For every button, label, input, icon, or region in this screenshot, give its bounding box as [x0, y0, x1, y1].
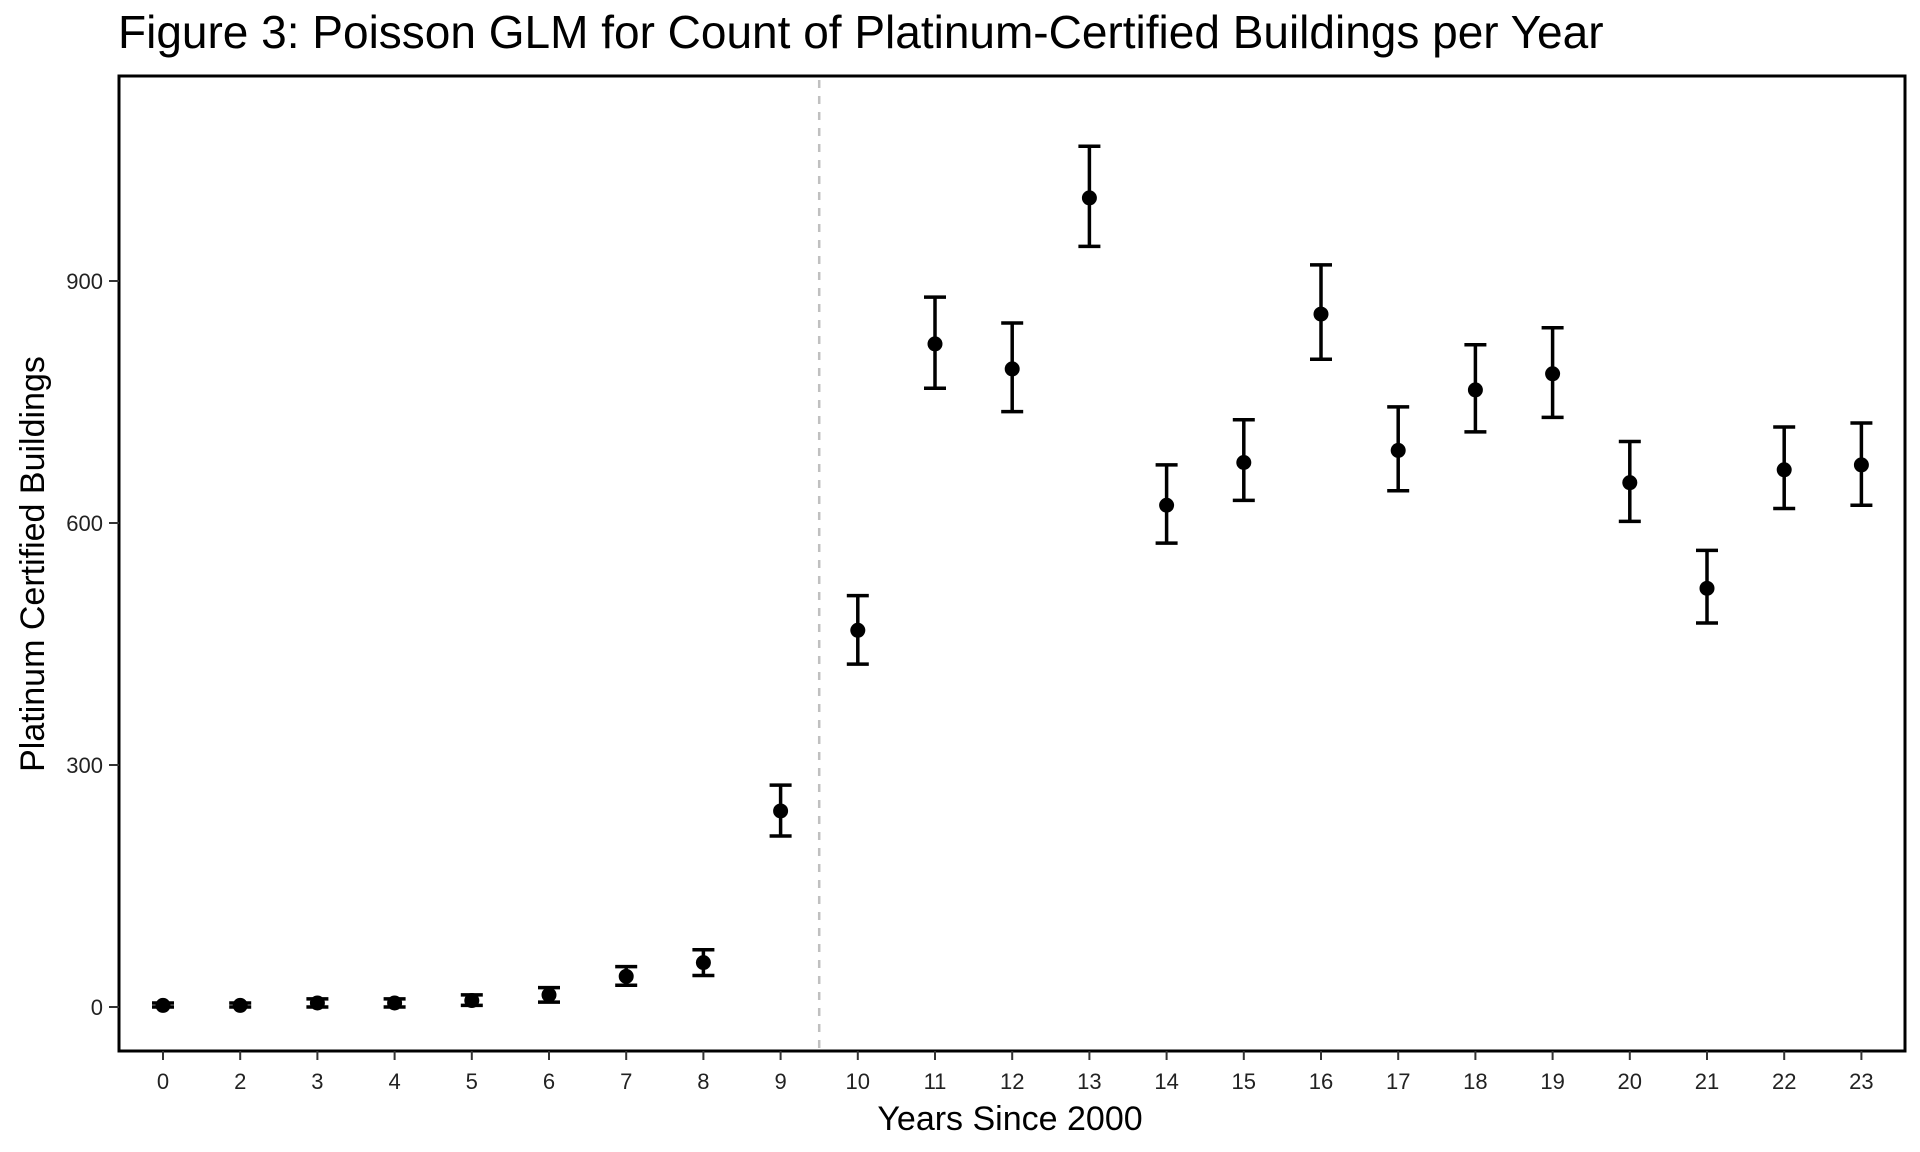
- data-point: [541, 987, 557, 1003]
- x-tick-label: 19: [1540, 1069, 1564, 1094]
- data-point-group: [1850, 421, 1873, 508]
- x-tick-label: 21: [1695, 1069, 1719, 1094]
- data-point-group: [1001, 321, 1024, 414]
- x-tick-label: 23: [1849, 1069, 1873, 1094]
- x-tick-label: 0: [157, 1069, 169, 1094]
- data-point-group: [538, 985, 560, 1004]
- data-point-group: [1155, 463, 1178, 545]
- data-point-group: [1696, 548, 1718, 625]
- data-point: [1159, 497, 1175, 513]
- data-point: [1776, 462, 1792, 478]
- data-point: [155, 997, 171, 1013]
- data-point-group: [846, 593, 869, 666]
- data-point-group: [152, 997, 174, 1013]
- data-point: [1545, 366, 1561, 382]
- y-tick-label: 600: [66, 511, 103, 536]
- x-tick-label: 20: [1618, 1069, 1642, 1094]
- plot-frame: [117, 74, 1907, 1053]
- data-point: [1081, 190, 1097, 206]
- x-tick-label: 18: [1463, 1069, 1487, 1094]
- data-point-group: [460, 993, 483, 1009]
- data-point-group: [769, 783, 792, 838]
- data-point: [773, 803, 789, 819]
- y-axis-title: Platinum Certified Buildings: [14, 356, 52, 772]
- data-point-group: [1464, 342, 1487, 434]
- data-point-group: [615, 964, 638, 987]
- data-point: [464, 993, 480, 1009]
- data-point: [387, 995, 403, 1011]
- x-tick-label: 8: [697, 1069, 709, 1094]
- data-point-group: [1773, 425, 1796, 511]
- data-point: [618, 968, 634, 984]
- data-point: [695, 955, 711, 971]
- x-tick-label: 7: [620, 1069, 632, 1094]
- data-point: [1699, 580, 1715, 596]
- data-point-group: [1310, 263, 1332, 361]
- data-points: [152, 144, 1873, 1013]
- data-point: [850, 622, 866, 638]
- data-point-group: [692, 947, 715, 978]
- data-point-group: [1541, 326, 1564, 420]
- data-point: [927, 336, 943, 352]
- x-tick-label: 16: [1309, 1069, 1333, 1094]
- data-point: [1004, 361, 1020, 377]
- data-point: [232, 997, 248, 1013]
- data-point: [1390, 442, 1406, 458]
- data-point-group: [1078, 144, 1101, 249]
- x-tick-label: 9: [774, 1069, 786, 1094]
- y-tick-label: 0: [91, 995, 103, 1020]
- data-point-group: [924, 295, 946, 391]
- data-point-group: [306, 995, 329, 1011]
- data-point: [1313, 306, 1329, 322]
- x-tick-label: 14: [1154, 1069, 1178, 1094]
- x-axis-title: Years Since 2000: [877, 1100, 1142, 1138]
- data-point: [1236, 455, 1252, 470]
- data-point-group: [1618, 439, 1641, 524]
- x-axis: 0 2 3 4 5 6 7 8 9 10 11 12 13 14 15 16 17 18 19 20 21 22 23: [157, 1051, 1874, 1094]
- data-point: [309, 995, 325, 1011]
- x-tick-label: 11: [924, 1069, 947, 1094]
- x-tick-label: 17: [1386, 1069, 1410, 1094]
- x-tick-label: 12: [1000, 1069, 1024, 1094]
- data-point: [1853, 457, 1869, 473]
- x-tick-label: 15: [1232, 1069, 1256, 1094]
- y-tick-label: 300: [66, 753, 103, 778]
- x-tick-label: 4: [388, 1069, 400, 1094]
- data-point: [1467, 382, 1483, 398]
- chart-title: Figure 3: Poisson GLM for Count of Plati…: [118, 6, 1604, 58]
- x-tick-label: 6: [543, 1069, 555, 1094]
- x-tick-label: 2: [234, 1069, 246, 1094]
- data-point-group: [229, 997, 252, 1013]
- data-point-group: [383, 995, 406, 1011]
- x-tick-label: 13: [1077, 1069, 1101, 1094]
- x-tick-label: 22: [1772, 1069, 1796, 1094]
- x-tick-label: 3: [311, 1069, 323, 1094]
- y-axis: 0 300 600 900: [66, 269, 119, 1020]
- data-point-group: [1387, 405, 1410, 493]
- x-tick-label: 10: [846, 1069, 870, 1094]
- y-tick-label: 900: [66, 269, 103, 294]
- data-point-group: [1232, 417, 1255, 503]
- x-tick-label: 5: [466, 1069, 478, 1094]
- data-point: [1622, 475, 1638, 491]
